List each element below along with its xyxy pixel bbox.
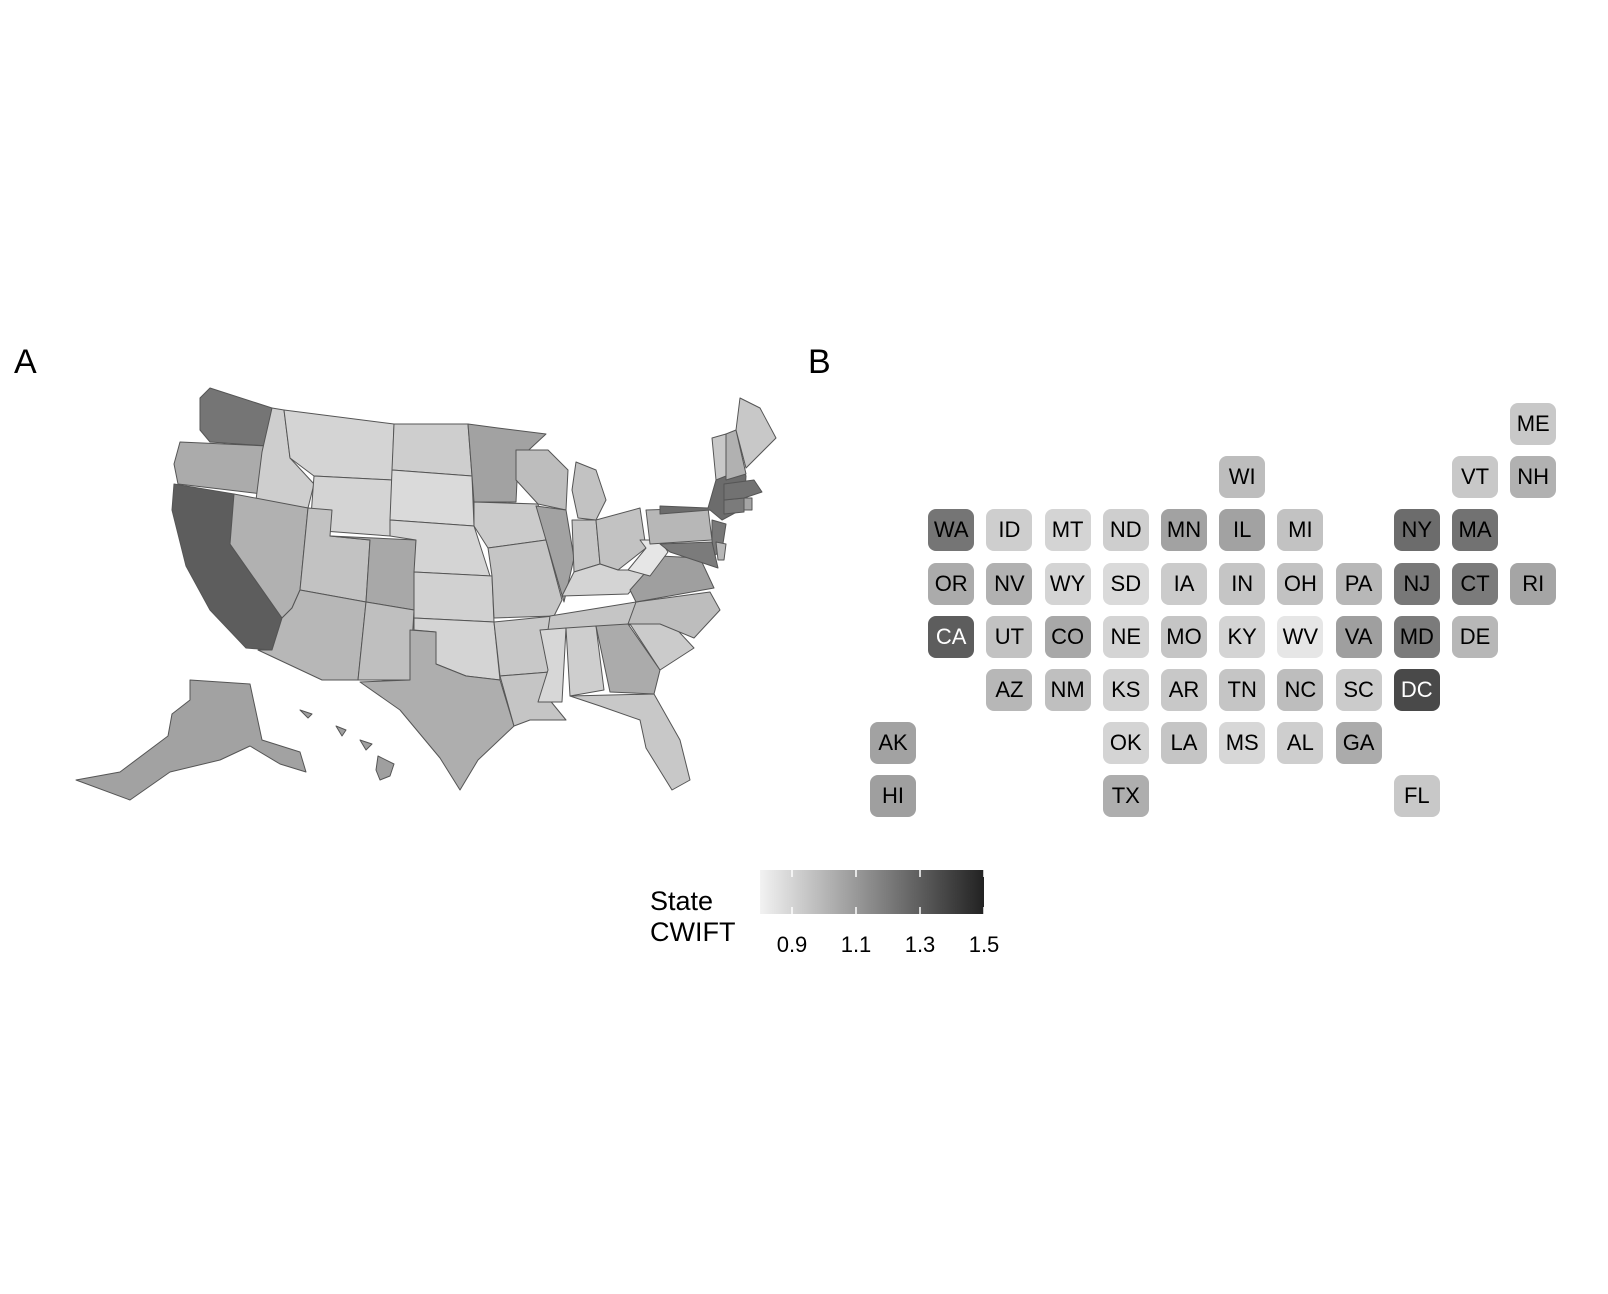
state-tile-mn: MN xyxy=(1161,509,1207,552)
map-state-ms xyxy=(537,627,567,703)
map-state-mi xyxy=(571,461,607,521)
map-state-wa xyxy=(199,387,273,447)
map-state-or xyxy=(173,441,269,495)
state-tile-sd: SD xyxy=(1102,562,1149,605)
map-state-ga xyxy=(595,623,661,695)
state-tile-ia: IA xyxy=(1161,562,1207,605)
state-tile-la: LA xyxy=(1161,722,1207,765)
state-tile-ky: KY xyxy=(1219,615,1266,658)
state-tile-ms: MS xyxy=(1219,722,1266,765)
state-tile-ma: MA xyxy=(1452,509,1498,552)
state-tile-ak: AK xyxy=(870,722,916,765)
state-tile-wv: WV xyxy=(1277,615,1324,658)
state-tile-wi: WI xyxy=(1219,456,1266,499)
legend-tick-label: 0.9 xyxy=(776,932,808,957)
panel-label-b: B xyxy=(808,343,831,381)
state-tile-nc: NC xyxy=(1277,669,1324,711)
state-tile-in: IN xyxy=(1219,562,1266,605)
state-tile-ne: NE xyxy=(1102,615,1149,658)
map-state-oh xyxy=(595,507,647,571)
state-tile-or: OR xyxy=(928,562,975,605)
state-tile-nd: ND xyxy=(1102,509,1149,552)
state-tile-pa: PA xyxy=(1335,562,1382,605)
legend-tick-label: 1.3 xyxy=(904,932,936,957)
state-tile-ri: RI xyxy=(1510,562,1557,605)
state-tile-me: ME xyxy=(1510,403,1557,445)
map-state-hi xyxy=(299,709,395,781)
map-state-nc xyxy=(627,591,721,639)
map-state-nh xyxy=(725,429,747,481)
map-state-tx xyxy=(359,629,515,791)
state-tile-ga: GA xyxy=(1335,722,1382,765)
state-tile-oh: OH xyxy=(1277,562,1324,605)
map-state-al xyxy=(565,625,605,697)
map-state-me xyxy=(735,397,777,469)
legend-title: State CWIFT xyxy=(650,886,735,948)
state-tile-nv: NV xyxy=(986,562,1033,605)
legend-title-line1: State xyxy=(650,886,714,916)
state-tile-mt: MT xyxy=(1044,509,1091,552)
state-tile-ny: NY xyxy=(1393,509,1440,552)
state-tile-sc: SC xyxy=(1335,669,1382,711)
state-tile-nh: NH xyxy=(1510,456,1557,499)
map-state-ct xyxy=(723,497,745,515)
legend-gradient xyxy=(760,870,984,914)
legend-tick-label: 1.5 xyxy=(968,932,1000,957)
state-tile-nm: NM xyxy=(1044,669,1091,711)
state-tile-tn: TN xyxy=(1219,669,1266,711)
map-state-sd xyxy=(389,469,475,527)
state-tile-fl: FL xyxy=(1393,775,1440,818)
state-tile-ct: CT xyxy=(1452,562,1498,605)
state-tile-nj: NJ xyxy=(1393,562,1440,605)
map-state-ks xyxy=(413,571,495,623)
choropleth-map xyxy=(75,387,777,801)
state-tile-tx: TX xyxy=(1102,775,1149,818)
state-tile-mo: MO xyxy=(1161,615,1207,658)
state-tile-dc: DC xyxy=(1393,669,1440,711)
legend-tick-label: 1.1 xyxy=(840,932,872,957)
state-tile-il: IL xyxy=(1219,509,1266,552)
state-tile-id: ID xyxy=(986,509,1033,552)
state-tile-az: AZ xyxy=(986,669,1033,711)
state-tile-ar: AR xyxy=(1161,669,1207,711)
state-tile-ut: UT xyxy=(986,615,1033,658)
map-state-de xyxy=(715,541,727,561)
legend-title-line2: CWIFT xyxy=(650,917,736,947)
map-state-il xyxy=(535,505,575,603)
map-state-fl xyxy=(569,693,691,791)
map-state-ky xyxy=(561,563,651,597)
map-state-vt xyxy=(711,433,727,481)
map-state-md xyxy=(659,541,719,569)
state-tile-mi: MI xyxy=(1277,509,1324,552)
state-tile-de: DE xyxy=(1452,615,1498,658)
state-tile-al: AL xyxy=(1277,722,1324,765)
map-state-pa xyxy=(645,507,713,545)
state-tile-md: MD xyxy=(1393,615,1440,658)
panel-label-a: A xyxy=(14,343,37,381)
map-state-ma xyxy=(723,479,763,501)
state-tile-ks: KS xyxy=(1102,669,1149,711)
map-state-ak xyxy=(75,679,307,801)
map-state-nm xyxy=(357,601,415,681)
state-tile-ok: OK xyxy=(1102,722,1149,765)
map-state-in xyxy=(571,519,601,573)
color-legend: State CWIFT 0.9 1.1 1.3 1.5 xyxy=(650,870,1030,960)
state-tile-wa: WA xyxy=(928,509,975,552)
legend-colorbar xyxy=(760,870,985,914)
map-state-wi xyxy=(515,449,569,511)
state-tile-co: CO xyxy=(1044,615,1091,658)
state-tile-va: VA xyxy=(1335,615,1382,658)
map-state-nd xyxy=(391,423,473,477)
state-tile-hi: HI xyxy=(870,775,916,818)
map-state-ri xyxy=(743,497,753,511)
state-tile-ca: CA xyxy=(928,615,975,658)
state-tile-vt: VT xyxy=(1452,456,1498,499)
state-tile-wy: WY xyxy=(1044,562,1091,605)
